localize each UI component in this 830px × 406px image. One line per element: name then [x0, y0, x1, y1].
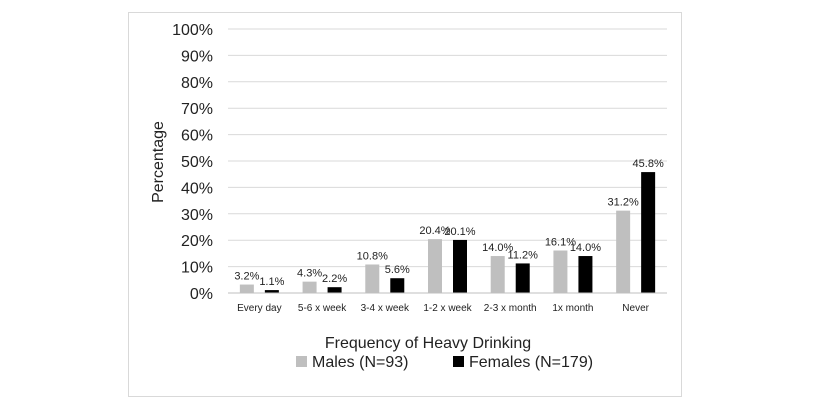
bar-females	[515, 263, 530, 293]
y-tick-label: 70%	[181, 101, 213, 118]
x-category-label: Every day	[237, 303, 281, 314]
data-label: 14.0%	[482, 242, 513, 254]
bars	[239, 172, 656, 293]
x-category-label: 1-2 x week	[423, 303, 472, 314]
y-tick-label: 30%	[181, 207, 213, 224]
bar-females	[327, 287, 342, 293]
data-label: 3.2%	[234, 271, 259, 283]
bar-females	[578, 256, 593, 293]
y-axis-title: Percentage	[150, 121, 167, 203]
bar-males	[365, 264, 380, 293]
x-category-label: 2-3 x month	[484, 303, 537, 314]
y-tick-label: 0%	[190, 286, 213, 303]
data-label: 31.2%	[608, 197, 639, 209]
data-label: 1.1%	[259, 276, 284, 288]
bar-females	[390, 278, 405, 293]
y-axis-ticks: 0% 10% 20% 30% 40% 50% 60% 70% 80% 90% 100%	[172, 22, 213, 303]
legend-swatch-females	[453, 356, 464, 367]
x-category-label: Never	[622, 303, 649, 314]
x-category-label: 5-6 x week	[298, 303, 347, 314]
x-category-label: 3-4 x week	[361, 303, 410, 314]
bar-females	[264, 290, 279, 293]
y-tick-label: 40%	[181, 180, 213, 197]
y-tick-label: 100%	[172, 22, 213, 39]
legend-swatch-males	[296, 356, 307, 367]
y-tick-label: 90%	[181, 48, 213, 65]
legend: Males (N=93) Females (N=179)	[296, 354, 593, 371]
legend-label-males: Males (N=93)	[312, 354, 408, 371]
data-label: 16.1%	[545, 236, 576, 248]
data-label: 45.8%	[633, 158, 664, 170]
x-category-label: 1x month	[552, 303, 593, 314]
bar-males	[239, 284, 254, 293]
data-label: 2.2%	[322, 273, 347, 285]
bar-females	[453, 239, 467, 293]
bar-males	[302, 281, 317, 293]
data-label: 20.1%	[444, 226, 475, 238]
data-label: 4.3%	[297, 268, 322, 280]
y-tick-label: 80%	[181, 75, 213, 92]
y-tick-label: 60%	[181, 128, 213, 145]
bar-males	[490, 256, 505, 293]
y-tick-label: 50%	[181, 154, 213, 171]
data-label: 11.2%	[508, 249, 539, 261]
data-label: 14.0%	[570, 242, 601, 254]
gridlines	[228, 28, 667, 268]
data-label: 10.8%	[357, 250, 388, 262]
data-label: 20.4%	[419, 225, 450, 237]
data-labels: 3.2% 1.1% 4.3% 2.2% 10.8% 5.6% 20.4%20.1% 14.0%…	[234, 158, 664, 288]
y-tick-label: 10%	[181, 260, 213, 277]
x-axis-title: Frequency of Heavy Drinking	[325, 335, 531, 352]
bar-males	[428, 239, 442, 293]
chart-frame	[128, 12, 682, 397]
bar-males	[616, 210, 631, 293]
bar-females	[641, 172, 656, 293]
y-tick-label: 20%	[181, 233, 213, 250]
data-label: 5.6%	[385, 264, 410, 276]
bar-males	[553, 250, 568, 293]
x-axis-categories: Every day 5-6 x week 3-4 x week 1-2 x week 2…	[237, 303, 650, 314]
legend-label-females: Females (N=179)	[469, 354, 593, 371]
